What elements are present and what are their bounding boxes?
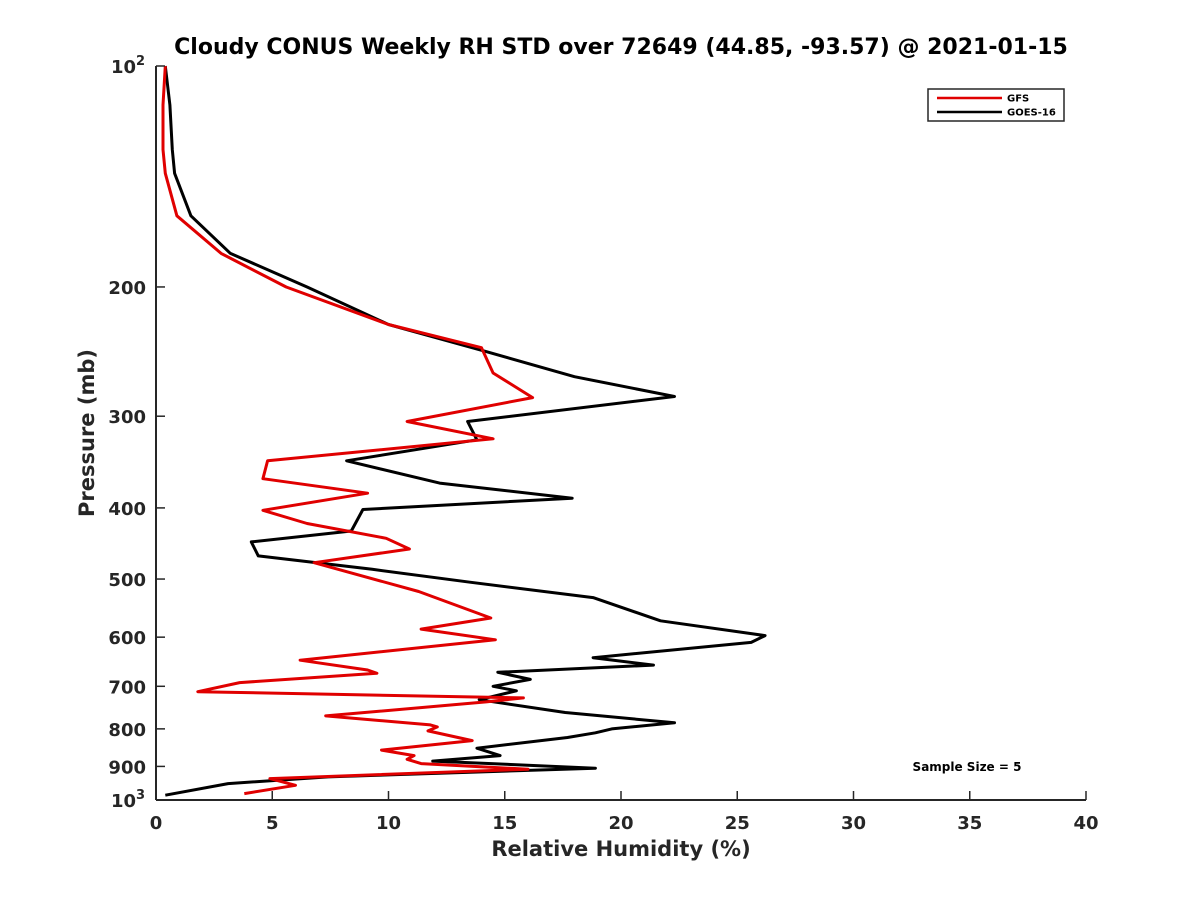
x-tick-label: 0 bbox=[150, 813, 163, 834]
legend-items: GFS GOES-16 bbox=[937, 94, 1056, 119]
legend: GFS GOES-16 bbox=[927, 88, 1065, 122]
x-tick-label: 30 bbox=[841, 813, 866, 834]
y-tick-label: 600 bbox=[108, 628, 146, 649]
y-tick-superscript: 3 bbox=[136, 788, 145, 803]
y-tick-label: 900 bbox=[108, 757, 146, 778]
chart-title: Cloudy CONUS Weekly RH STD over 72649 (4… bbox=[174, 35, 1068, 60]
x-tick-label: 15 bbox=[492, 813, 517, 834]
series-line-goes-16 bbox=[163, 65, 767, 797]
series-line-gfs bbox=[161, 65, 535, 796]
x-axis-label: Relative Humidity (%) bbox=[491, 837, 750, 861]
x-tick-label: 5 bbox=[266, 813, 279, 834]
y-tick-label: 10 bbox=[111, 57, 136, 78]
legend-entry: GOES-16 bbox=[1007, 108, 1056, 119]
legend-entry: GFS bbox=[1007, 94, 1029, 105]
x-tick-label: 35 bbox=[957, 813, 982, 834]
y-tick-superscript: 2 bbox=[136, 54, 145, 69]
x-axis-ticks: 0 5 10 15 20 25 30 35 40 bbox=[150, 791, 1099, 834]
y-tick-label: 500 bbox=[108, 570, 146, 591]
y-tick-label: 200 bbox=[108, 278, 146, 299]
y-axis-label: Pressure (mb) bbox=[75, 349, 99, 517]
y-tick-label: 800 bbox=[108, 720, 146, 741]
y-tick-label: 300 bbox=[108, 407, 146, 428]
y-tick-label: 10 bbox=[111, 791, 136, 812]
x-tick-label: 10 bbox=[376, 813, 401, 834]
y-tick-label: 700 bbox=[108, 677, 146, 698]
y-tick-label: 400 bbox=[108, 499, 146, 520]
sample-size-annotation: Sample Size = 5 bbox=[913, 760, 1022, 774]
legend-box bbox=[927, 88, 1065, 122]
x-tick-label: 20 bbox=[608, 813, 633, 834]
x-tick-label: 40 bbox=[1073, 813, 1098, 834]
x-tick-label: 25 bbox=[725, 813, 750, 834]
series-layer bbox=[161, 65, 767, 797]
